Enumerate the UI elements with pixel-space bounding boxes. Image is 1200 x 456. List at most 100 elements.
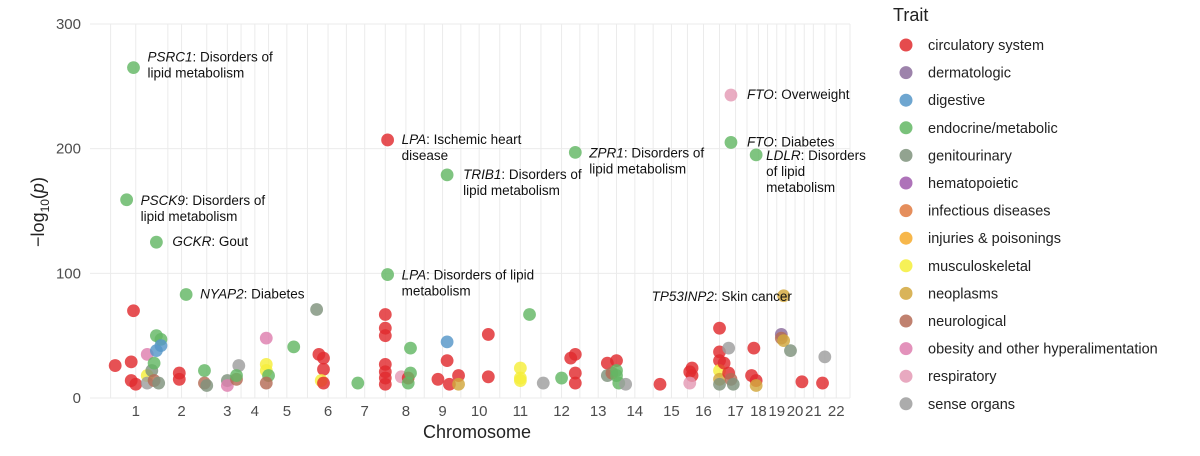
data-point [404, 366, 417, 380]
annotation-trait-continued: metabolism [402, 284, 471, 299]
legend-label: neurological [928, 314, 1006, 330]
legend-swatch [899, 121, 913, 135]
legend-label: genitourinary [928, 148, 1013, 164]
y-tick-label: 100 [56, 265, 81, 282]
data-point [127, 61, 140, 75]
data-point [685, 361, 699, 375]
annotation-gene: ZPR1 [588, 145, 624, 160]
legend-swatch [899, 397, 913, 411]
legend-title: Trait [893, 5, 928, 25]
annotation-trait: : Skin cancer [714, 289, 793, 304]
data-point [523, 308, 536, 321]
data-point [713, 377, 726, 391]
annotation-trait-continued: lipid metabolism [141, 209, 238, 224]
data-point [749, 379, 763, 392]
legend-swatch [899, 231, 913, 245]
data-point [378, 329, 392, 343]
annotation-trait: : Disorders of [193, 50, 274, 65]
legend-swatch [899, 204, 913, 218]
data-point [536, 376, 550, 390]
data-point [317, 362, 330, 376]
data-point [555, 371, 568, 385]
data-point [120, 193, 134, 207]
annotation-label: FTO: Overweight [747, 87, 850, 102]
data-point [619, 377, 633, 391]
data-point [378, 308, 392, 321]
data-point [442, 377, 456, 391]
data-point [440, 335, 454, 349]
annotation-trait-continued: lipid metabolism [589, 161, 686, 176]
annotation-trait: : Diabetes [244, 287, 305, 302]
data-points [108, 61, 832, 392]
x-tick-label: 11 [513, 403, 529, 420]
legend-label: digestive [928, 93, 985, 109]
annotation-trait-continued: lipid metabolism [463, 183, 560, 198]
data-point [726, 377, 740, 391]
annotation-label: LDLR: Disorders of lipid metabolism [766, 148, 866, 195]
annotation-gene: LDLR [766, 148, 801, 163]
data-point [717, 356, 731, 370]
data-point [440, 354, 454, 367]
legend-swatch [899, 314, 913, 328]
data-point [452, 377, 465, 391]
data-point [513, 361, 527, 375]
data-point [351, 376, 365, 390]
data-point [795, 375, 809, 389]
y-axis: 0 100 200 300 [56, 16, 81, 407]
annotation-trait: : Diabetes [774, 134, 835, 149]
legend-label: circulatory system [928, 38, 1044, 54]
x-tick-label: 3 [223, 403, 231, 420]
data-point [287, 340, 301, 354]
data-point [401, 376, 415, 390]
data-point [653, 377, 667, 391]
data-point [179, 288, 193, 301]
data-point [713, 321, 726, 335]
annotation-gene: NYAP2 [200, 287, 244, 302]
legend-label: obesity and other hyperalimentation [928, 342, 1158, 358]
x-tick-label: 13 [590, 403, 607, 420]
annotation-label: NYAP2: Diabetes [200, 287, 305, 302]
annotation-trait: : Disorders of [501, 167, 582, 182]
legend-label: infectious diseases [928, 204, 1051, 220]
data-point [230, 369, 243, 382]
legend-swatch [899, 148, 913, 162]
data-point [816, 376, 829, 390]
data-point [317, 351, 330, 365]
y-tick-label: 200 [56, 141, 81, 158]
data-point [317, 376, 330, 390]
data-point [724, 88, 738, 102]
y-axis-label-p-var: p [28, 183, 48, 194]
annotation-trait: : Disorders of lipid [426, 268, 534, 283]
annotation-label: LPA: Ischemic heart disease [402, 132, 522, 163]
legend-label: endocrine/metabolic [928, 121, 1058, 137]
annotation-trait-continued: disease [402, 148, 449, 163]
data-point [747, 341, 761, 355]
annotation-gene: FTO [747, 134, 774, 149]
annotation-trait: : Disorders [801, 148, 867, 163]
x-tick-label: 18 [750, 403, 767, 420]
annotation-trait: : Disorders of [624, 145, 705, 160]
y-tick-label: 300 [56, 16, 81, 33]
data-point [683, 376, 697, 390]
legend-label: sense organs [928, 397, 1015, 413]
data-point [610, 354, 623, 367]
data-point [568, 347, 582, 361]
legend-label: injuries & poisonings [928, 231, 1061, 247]
legend-label: hematopoietic [928, 176, 1018, 192]
legend-swatch [899, 66, 913, 80]
annotation-label: LPA: Disorders of lipid metabolism [402, 268, 535, 299]
y-axis-label: −log10(p) [28, 177, 52, 247]
data-point [259, 376, 273, 390]
data-point [152, 376, 166, 390]
x-tick-label: 1 [132, 403, 140, 420]
annotation-label: FTO: Diabetes [747, 134, 835, 149]
annotation-trait-continued: lipid metabolism [147, 66, 244, 81]
x-tick-label: 19 [768, 403, 785, 420]
data-point [404, 341, 417, 355]
data-point [777, 334, 791, 348]
data-point [381, 268, 394, 281]
annotation-trait: : Ischemic heart [426, 132, 522, 147]
data-point [220, 379, 234, 392]
